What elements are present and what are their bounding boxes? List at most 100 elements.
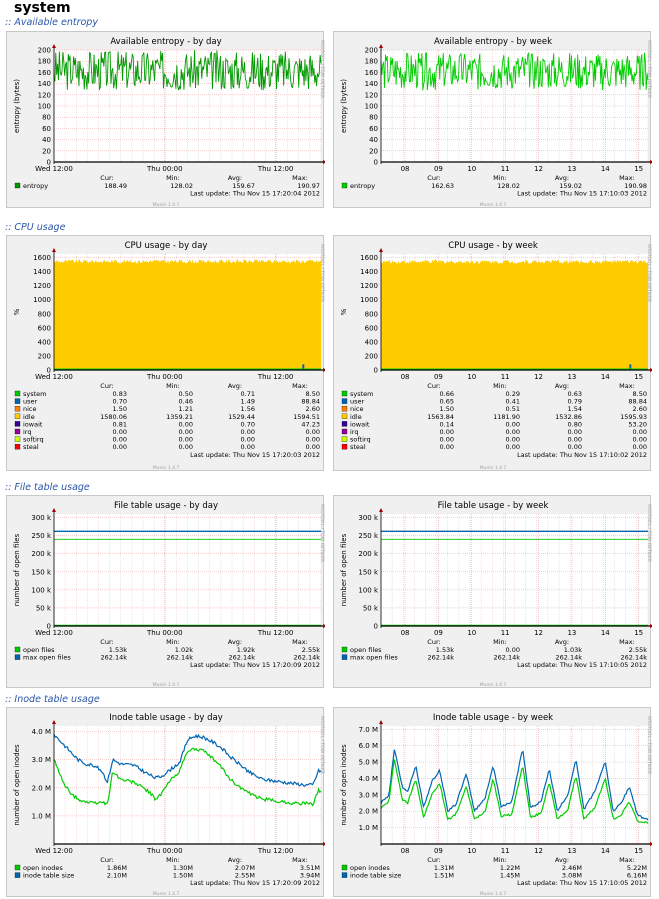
x-tick-label: Wed 12:00 (35, 165, 73, 173)
legend-series-name: idle (23, 413, 35, 421)
legend-value: 188.49 (104, 182, 127, 190)
x-tick-label: 12 (534, 165, 543, 173)
x-tick-label: 09 (434, 629, 443, 637)
graph-cpu-day[interactable]: CPU usage - by day RRDTOOL / TOBI OETIKER… (6, 235, 325, 471)
legend-value: 0.29 (506, 390, 520, 398)
legend-header: Avg: (228, 856, 242, 864)
chart-svg: Available entropy - by day RRDTOOL / TOBI… (13, 37, 325, 208)
y-tick-label: 2.0 M (32, 784, 51, 792)
legend-value: 1.92k (237, 646, 255, 654)
legend-value: 0.79 (568, 398, 582, 406)
legend-value: 0.71 (241, 390, 255, 398)
x-tick-label: Wed 12:00 (35, 847, 73, 855)
last-update: Last update: Thu Nov 15 17:20:09 2012 (190, 661, 320, 669)
x-tick-label: 15 (634, 165, 643, 173)
legend-swatch (341, 428, 348, 435)
series-mark-user (302, 364, 305, 370)
legend-value: 1.49 (241, 398, 255, 406)
legend-value: 0.00 (440, 428, 454, 436)
x-tick-label: Wed 12:00 (35, 373, 73, 381)
munin-version: Munin 1.4.7 (153, 891, 180, 897)
x-axis-arrow (650, 160, 652, 164)
x-tick-label: 15 (634, 847, 643, 855)
legend-header: Max: (619, 382, 635, 390)
rrdtool-label: RRDTOOL / TOBI OETIKER (646, 244, 652, 302)
last-update: Last update: Thu Nov 15 17:10:02 2012 (517, 451, 647, 459)
x-tick-label: 11 (501, 165, 510, 173)
legend-value: 1532.86 (555, 413, 582, 421)
legend-series-name: open inodes (23, 864, 63, 872)
legend-header: Max: (619, 638, 635, 646)
y-tick-label: 7.0 M (359, 726, 378, 734)
legend-value: 0.00 (633, 443, 647, 451)
x-tick-label: Thu 00:00 (146, 629, 183, 637)
legend-series-name: open files (350, 646, 382, 654)
legend-value: 0.70 (241, 420, 255, 428)
legend-value: 0.00 (113, 428, 127, 436)
y-axis-arrow (379, 248, 383, 252)
legend-header: Min: (166, 638, 180, 646)
legend-swatch (341, 436, 348, 442)
legend-value: 0.00 (179, 443, 193, 451)
rrdtool-label: RRDTOOL / TOBI OETIKER (646, 504, 652, 562)
y-tick-label: 200 k (358, 550, 379, 558)
legend-value: 0.46 (179, 398, 193, 406)
legend-swatch (14, 444, 21, 450)
series (380, 749, 649, 824)
y-tick-label: 200 (365, 47, 378, 55)
graph-entropy-week[interactable]: Available entropy - by week RRDTOOL / TOB… (333, 31, 652, 208)
legend-series-name: steal (23, 443, 39, 451)
legend-swatch (341, 872, 348, 878)
munin-version: Munin 1.4.7 (480, 202, 507, 208)
legend-value: 1.45M (500, 872, 520, 880)
x-axis-arrow (323, 624, 325, 628)
legend-value: 159.67 (232, 182, 255, 190)
chart-title: Available entropy - by week (434, 37, 552, 47)
legend-value: 8.50 (633, 390, 647, 398)
x-tick-label: 12 (534, 629, 543, 637)
legend-swatch (341, 646, 348, 653)
x-tick-label: 15 (634, 373, 643, 381)
legend-swatch (14, 398, 21, 404)
x-tick-label: Thu 00:00 (146, 373, 183, 381)
legend-value: 1.53k (436, 646, 454, 654)
graph-entropy-day[interactable]: Available entropy - by day RRDTOOL / TOBI… (6, 31, 325, 208)
x-tick-label: 08 (401, 629, 410, 637)
y-tick-label: 400 (38, 338, 51, 346)
series-area-idle (381, 259, 648, 370)
munin-version: Munin 1.4.7 (480, 682, 507, 688)
legend-series-name: entropy (23, 182, 48, 190)
legend-value: 0.63 (568, 390, 582, 398)
legend-series-name: max open files (23, 654, 71, 662)
section-title-inode-table: :: Inode table usage (5, 694, 100, 705)
legend-value: 5.22M (627, 864, 647, 872)
graph-file-week[interactable]: File table usage - by week RRDTOOL / TOBI… (333, 495, 652, 688)
legend-value: 0.00 (568, 436, 582, 444)
legend-value: 88.84 (301, 398, 320, 406)
graph-cpu-week[interactable]: CPU usage - by week RRDTOOL / TOBI OETIKE… (333, 235, 652, 471)
x-tick-label: 11 (501, 629, 510, 637)
legend-value: 3.08M (562, 872, 582, 880)
graph-file-day[interactable]: File table usage - by day RRDTOOL / TOBI … (6, 495, 325, 688)
x-tick-label: Wed 12:00 (35, 629, 73, 637)
legend-swatch (14, 654, 21, 660)
munin-version: Munin 1.4.7 (153, 465, 180, 471)
chart-title: CPU usage - by day (125, 241, 208, 251)
graph-inode-week[interactable]: Inode table usage - by week RRDTOOL / TOB… (333, 707, 652, 897)
y-axis-label: % (340, 308, 348, 315)
y-tick-label: 100 k (358, 586, 379, 594)
legend-value: 1.30M (173, 864, 193, 872)
legend-value: 0.00 (241, 436, 255, 444)
y-tick-label: 180 (365, 58, 378, 66)
y-tick-label: 50 k (36, 604, 52, 612)
y-tick-label: 100 (365, 103, 378, 111)
legend-header: Min: (166, 382, 180, 390)
legend-header: Cur: (100, 382, 113, 390)
y-axis-arrow (379, 720, 383, 724)
graph-inode-day[interactable]: Inode table usage - by day RRDTOOL / TOBI… (6, 707, 325, 897)
legend-header: Avg: (228, 638, 242, 646)
legend-value: 0.00 (506, 428, 520, 436)
y-axis-label: number of open inodes (340, 744, 348, 826)
legend-value: 0.14 (440, 420, 454, 428)
legend-header: Avg: (228, 382, 242, 390)
